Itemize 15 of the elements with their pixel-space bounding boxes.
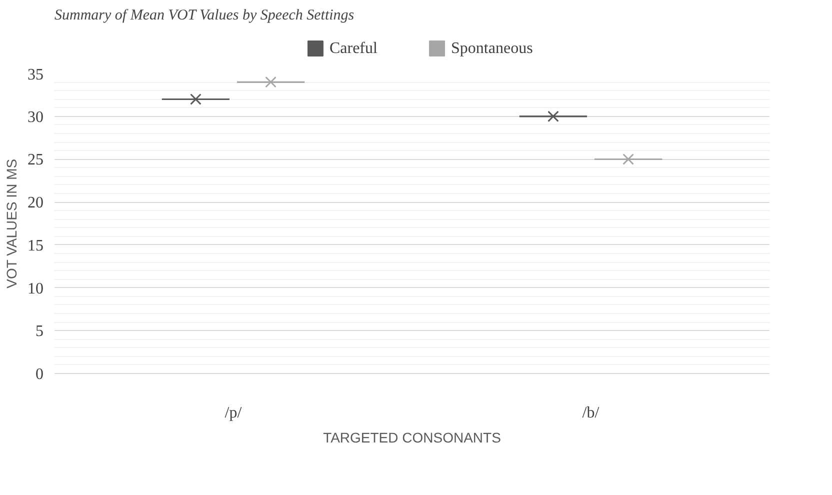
x-tick-label: /p/ [224,404,242,422]
legend-label: Spontaneous [451,40,533,57]
y-tick-label: 30 [28,108,44,126]
y-tick-label: 5 [36,323,44,340]
y-tick-label: 35 [28,66,44,84]
y-tick-label: 25 [28,152,44,169]
y-tick-label: 15 [28,237,44,254]
legend-label: Careful [329,40,378,57]
y-axis-title: VOT VALUES IN MS [4,158,20,288]
x-axis-title: TARGETED CONSONANTS [323,430,501,446]
y-tick-label: 10 [28,280,44,298]
y-tick-label: 20 [28,194,44,212]
x-tick-label: /b/ [582,404,600,422]
chart-title: Summary of Mean VOT Values by Speech Settings [54,8,354,24]
y-tick-label: 0 [36,366,44,383]
